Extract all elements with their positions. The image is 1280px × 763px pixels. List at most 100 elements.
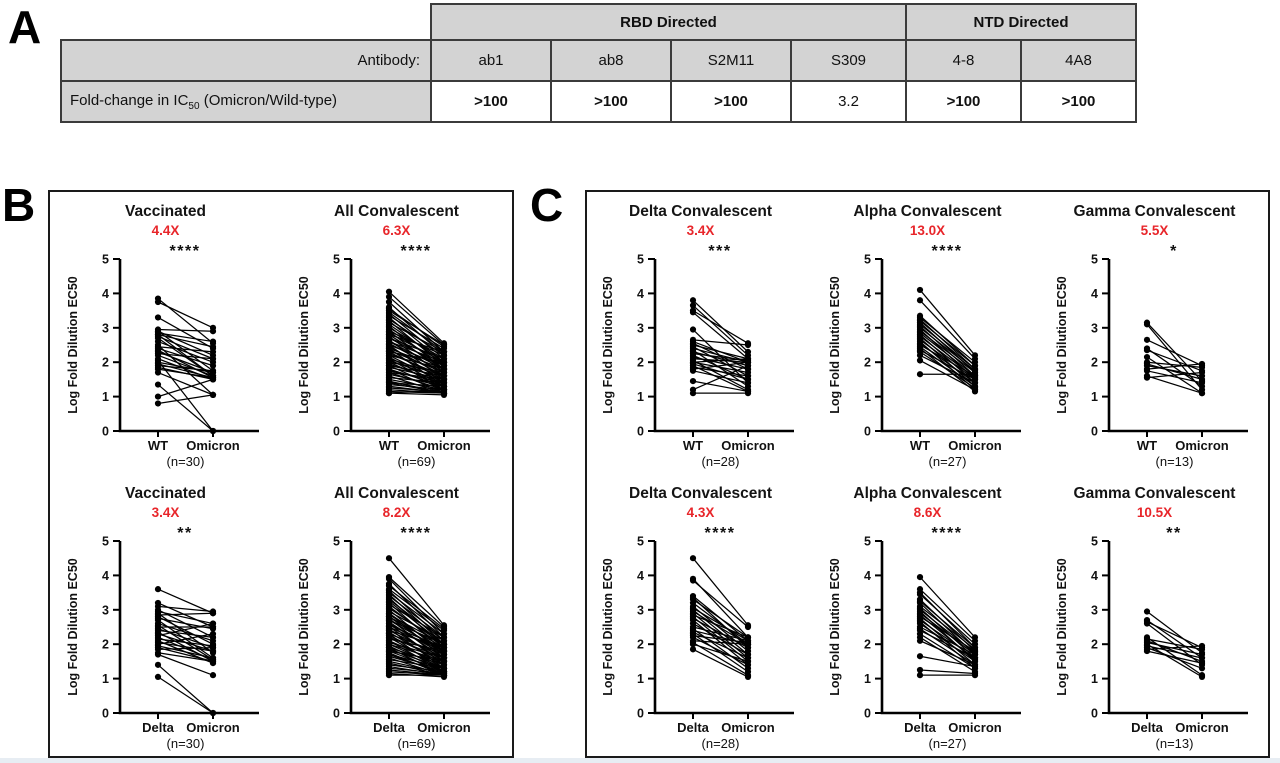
y-tick-label: 3 xyxy=(864,321,871,335)
plot-canvas: *** 0 1 2 3 4 5 Log Fold Dilution EC50 WT Omicron… xyxy=(601,243,794,469)
plot-canvas: ** 0 1 2 3 4 5 Log Fold Dilution EC50 Delta Omicr… xyxy=(66,525,259,751)
fold-change-annotation: 5.5X xyxy=(1140,223,1169,238)
y-tick-label: 2 xyxy=(1091,356,1098,370)
data-point xyxy=(154,651,162,658)
fold-change-annotation: 10.5X xyxy=(1136,505,1173,520)
fold-change-value: >100 xyxy=(550,80,672,123)
data-line xyxy=(157,610,214,625)
data-point xyxy=(689,309,697,316)
y-axis-label: Log Fold Dilution EC50 xyxy=(66,276,80,414)
data-line xyxy=(388,592,445,635)
data-point xyxy=(440,359,448,366)
fold-label-suffix: (Omicron/Wild-type) xyxy=(199,91,338,109)
data-line xyxy=(692,634,749,644)
y-tick-label: 4 xyxy=(102,287,109,301)
data-line xyxy=(1146,645,1203,650)
data-line xyxy=(692,607,749,642)
data-line xyxy=(1146,322,1203,382)
plot-title: Vaccinated xyxy=(125,203,206,220)
data-line xyxy=(388,595,445,638)
sample-size-label: (n=27) xyxy=(929,736,967,751)
significance-stars: **** xyxy=(932,243,963,260)
sample-size-label: (n=28) xyxy=(702,736,740,751)
data-line xyxy=(388,389,445,394)
data-line xyxy=(1146,621,1203,649)
y-tick-label: 0 xyxy=(333,425,340,439)
y-axis-label: Log Fold Dilution EC50 xyxy=(1055,558,1069,696)
fold-change-annotation: 8.2X xyxy=(382,505,411,520)
x-category-label: WT xyxy=(910,438,930,453)
data-line xyxy=(157,354,214,377)
data-line xyxy=(388,383,445,391)
data-line xyxy=(388,371,445,391)
plot-gamma-convalescent-delta: Gamma Convalescent 10.5X ** 0 1 2 3 4 5 Log Fold … xyxy=(1041,474,1268,756)
data-point xyxy=(689,367,697,374)
x-category-label: Omicron xyxy=(186,438,240,453)
sample-size-label: (n=69) xyxy=(398,454,436,469)
data-line xyxy=(388,576,445,628)
y-tick-label: 4 xyxy=(333,569,340,583)
data-line xyxy=(388,351,445,363)
y-axis-label: Log Fold Dilution EC50 xyxy=(297,558,311,696)
y-tick-label: 5 xyxy=(333,253,340,267)
data-point xyxy=(154,381,162,388)
data-line xyxy=(692,310,749,344)
data-line xyxy=(692,339,749,346)
data-point xyxy=(916,286,924,294)
y-tick-label: 0 xyxy=(333,707,340,721)
data-line xyxy=(157,605,214,613)
data-line xyxy=(388,347,445,370)
plot-delta-convalescent-delta: Delta Convalescent 4.3X **** 0 1 2 3 4 5 Log Fold… xyxy=(587,474,814,756)
data-point xyxy=(209,672,217,679)
y-tick-label: 4 xyxy=(864,569,871,583)
data-line xyxy=(388,368,445,387)
data-line xyxy=(919,588,976,642)
sample-size-label: (n=30) xyxy=(167,454,205,469)
plot-title: Vaccinated xyxy=(125,485,206,502)
data-line xyxy=(692,617,749,649)
data-point xyxy=(154,586,162,593)
data-point xyxy=(916,297,924,304)
y-tick-label: 2 xyxy=(333,356,340,370)
data-line xyxy=(919,354,976,384)
fold-change-annotation: 13.0X xyxy=(909,223,946,238)
data-point xyxy=(385,390,393,397)
data-line xyxy=(692,358,749,363)
data-point xyxy=(209,658,217,665)
data-point xyxy=(916,666,924,674)
data-line xyxy=(919,633,976,669)
data-point xyxy=(744,673,752,680)
data-line xyxy=(919,327,976,372)
plot-canvas: **** 0 1 2 3 4 5 Log Fold Dilution EC50 Delta Omi… xyxy=(601,525,794,751)
data-line xyxy=(692,628,749,669)
data-line xyxy=(1146,647,1203,669)
fold-label-prefix: Fold-change in IC xyxy=(70,91,189,109)
antibody-fold-change-table: RBD Directed NTD Directed Antibody: ab1 … xyxy=(60,3,1137,123)
plot-vaccinated-wt: Vaccinated 4.4X **** 0 1 2 3 4 5 Log Fold Dilutio… xyxy=(50,192,281,474)
data-point xyxy=(916,574,924,581)
data-line xyxy=(157,332,214,343)
antibody-name: S2M11 xyxy=(670,39,792,82)
y-tick-label: 2 xyxy=(102,356,109,370)
y-tick-label: 5 xyxy=(637,535,644,549)
significance-stars: * xyxy=(1170,243,1178,260)
data-point xyxy=(209,362,217,369)
plot-title: Delta Convalescent xyxy=(629,203,772,220)
data-point xyxy=(689,390,697,397)
data-point xyxy=(971,654,979,662)
data-point xyxy=(744,658,752,665)
data-line xyxy=(157,344,214,396)
data-point xyxy=(209,709,217,717)
x-category-label: Delta xyxy=(373,720,406,735)
data-point xyxy=(209,338,217,345)
y-tick-label: 1 xyxy=(102,390,109,404)
data-point xyxy=(1143,608,1151,615)
plot-title: Gamma Convalescent xyxy=(1073,485,1236,502)
data-line xyxy=(388,371,445,381)
fold-change-value: 3.2 xyxy=(790,80,907,123)
x-category-label: Omicron xyxy=(417,720,471,735)
data-point xyxy=(744,379,752,386)
data-line xyxy=(388,633,445,656)
y-tick-label: 1 xyxy=(1091,672,1098,686)
y-tick-label: 4 xyxy=(1091,287,1098,301)
